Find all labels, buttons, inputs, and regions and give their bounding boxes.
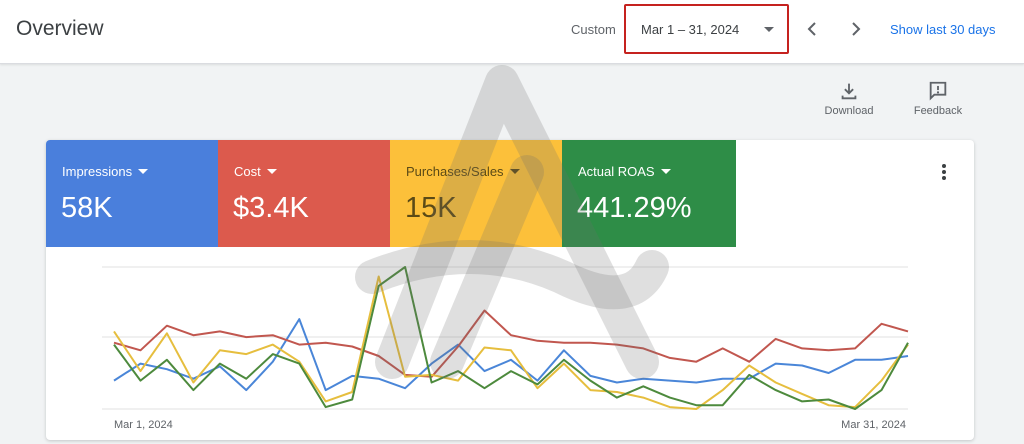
metric-roas-tile[interactable]: Actual ROAS 441.29%: [562, 140, 736, 247]
previous-period-button[interactable]: [798, 14, 826, 44]
metric-label: Purchases/Sales: [406, 164, 520, 179]
dropdown-caret-icon: [509, 169, 520, 174]
chevron-left-icon: [807, 22, 816, 36]
dropdown-caret-icon: [764, 27, 774, 32]
more-vert-icon: [934, 164, 954, 180]
performance-card: Impressions 58K Cost $3.4K Purchases/Sal…: [46, 140, 974, 440]
chevron-right-icon: [852, 22, 861, 36]
series-line-purchases-sales: [113, 275, 909, 410]
download-label: Download: [824, 105, 874, 117]
series-line-impressions: [113, 318, 909, 392]
metric-value: 15K: [405, 192, 457, 224]
page-title: Overview: [16, 17, 104, 40]
metric-value: $3.4K: [233, 192, 309, 224]
download-button[interactable]: Download: [814, 80, 884, 117]
date-range-value: Mar 1 – 31, 2024: [641, 22, 740, 37]
dropdown-caret-icon: [266, 169, 277, 174]
feedback-icon: [929, 81, 947, 101]
metric-impressions-tile[interactable]: Impressions 58K: [46, 140, 218, 247]
metric-label: Cost: [234, 164, 277, 179]
dropdown-caret-icon: [138, 169, 149, 174]
show-last-30-days-link[interactable]: Show last 30 days: [890, 22, 996, 37]
more-options-button[interactable]: [934, 162, 954, 186]
next-period-button[interactable]: [842, 14, 870, 44]
series-line-cost: [113, 309, 909, 378]
download-icon: [841, 83, 857, 100]
date-range-select[interactable]: Mar 1 – 31, 2024: [624, 4, 789, 54]
metric-cost-tile[interactable]: Cost $3.4K: [218, 140, 390, 247]
range-type-label: Custom: [571, 22, 616, 37]
performance-chart: Mar 1, 2024 Mar 31, 2024: [46, 247, 974, 440]
metric-label-text: Actual ROAS: [578, 164, 655, 179]
series-line-actual-roas: [113, 266, 909, 410]
metric-label-text: Purchases/Sales: [406, 164, 504, 179]
metric-label-text: Cost: [234, 164, 261, 179]
metric-label-text: Impressions: [62, 164, 133, 179]
chart-grid: [102, 266, 908, 410]
metric-value: 441.29%: [577, 192, 692, 224]
x-axis-start-label: Mar 1, 2024: [114, 419, 173, 431]
dropdown-caret-icon: [660, 169, 671, 174]
top-bar: Overview Custom Mar 1 – 31, 2024 Show la…: [0, 0, 1024, 64]
metric-purchases-tile[interactable]: Purchases/Sales 15K: [390, 140, 562, 247]
feedback-button[interactable]: Feedback: [903, 80, 973, 117]
feedback-label: Feedback: [913, 105, 963, 117]
chart-series: [113, 266, 909, 410]
line-chart: Mar 1, 2024 Mar 31, 2024: [102, 266, 909, 431]
x-axis-end-label: Mar 31, 2024: [841, 419, 906, 431]
metric-value: 58K: [61, 192, 113, 224]
metric-label: Actual ROAS: [578, 164, 671, 179]
metric-label: Impressions: [62, 164, 149, 179]
